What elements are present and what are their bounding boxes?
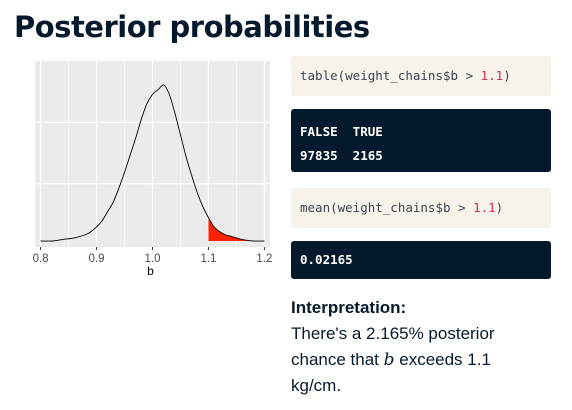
posterior-density-plot: 0.8 0.9 1.0 1.1 1.2 b [0, 0, 290, 300]
variable-b: b [384, 350, 395, 370]
code-text-end: ) [503, 68, 511, 83]
x-tick-label: 1.2 [256, 253, 272, 265]
code-text-end: ) [496, 200, 504, 215]
x-axis-label: b [147, 264, 154, 278]
code-text: table(weight_chains$b > [300, 68, 481, 83]
code-text: mean(weight_chains$b > [300, 200, 473, 215]
output-table-values: 97835 2165 [300, 144, 542, 168]
output-table-headers: FALSE TRUE [300, 120, 542, 144]
code-number: 1.1 [481, 68, 504, 83]
x-axis-ticks: 0.8 0.9 1.0 1.1 1.2 [33, 247, 273, 265]
output-mean: 0.02165 [291, 241, 551, 279]
code-table-command: table(weight_chains$b > 1.1) [291, 56, 551, 96]
x-tick-label: 1.1 [200, 253, 216, 265]
output-mean-value: 0.02165 [300, 252, 353, 267]
code-number: 1.1 [473, 200, 496, 215]
interpretation-text: chance that [291, 350, 384, 369]
output-table: FALSE TRUE 97835 2165 [291, 109, 551, 172]
x-tick-label: 0.9 [89, 253, 105, 265]
interpretation-line-3: kg/cm. [291, 373, 551, 399]
interpretation-line-1: There's a 2.165% posterior [291, 321, 551, 347]
x-tick-label: 0.8 [33, 253, 49, 265]
interpretation-heading: Interpretation: [291, 295, 551, 321]
code-mean-command: mean(weight_chains$b > 1.1) [291, 188, 551, 228]
interpretation-line-2: chance that b exceeds 1.1 [291, 347, 551, 373]
interpretation: Interpretation: There's a 2.165% posteri… [291, 295, 551, 399]
interpretation-text-end: exceeds 1.1 [395, 350, 491, 369]
